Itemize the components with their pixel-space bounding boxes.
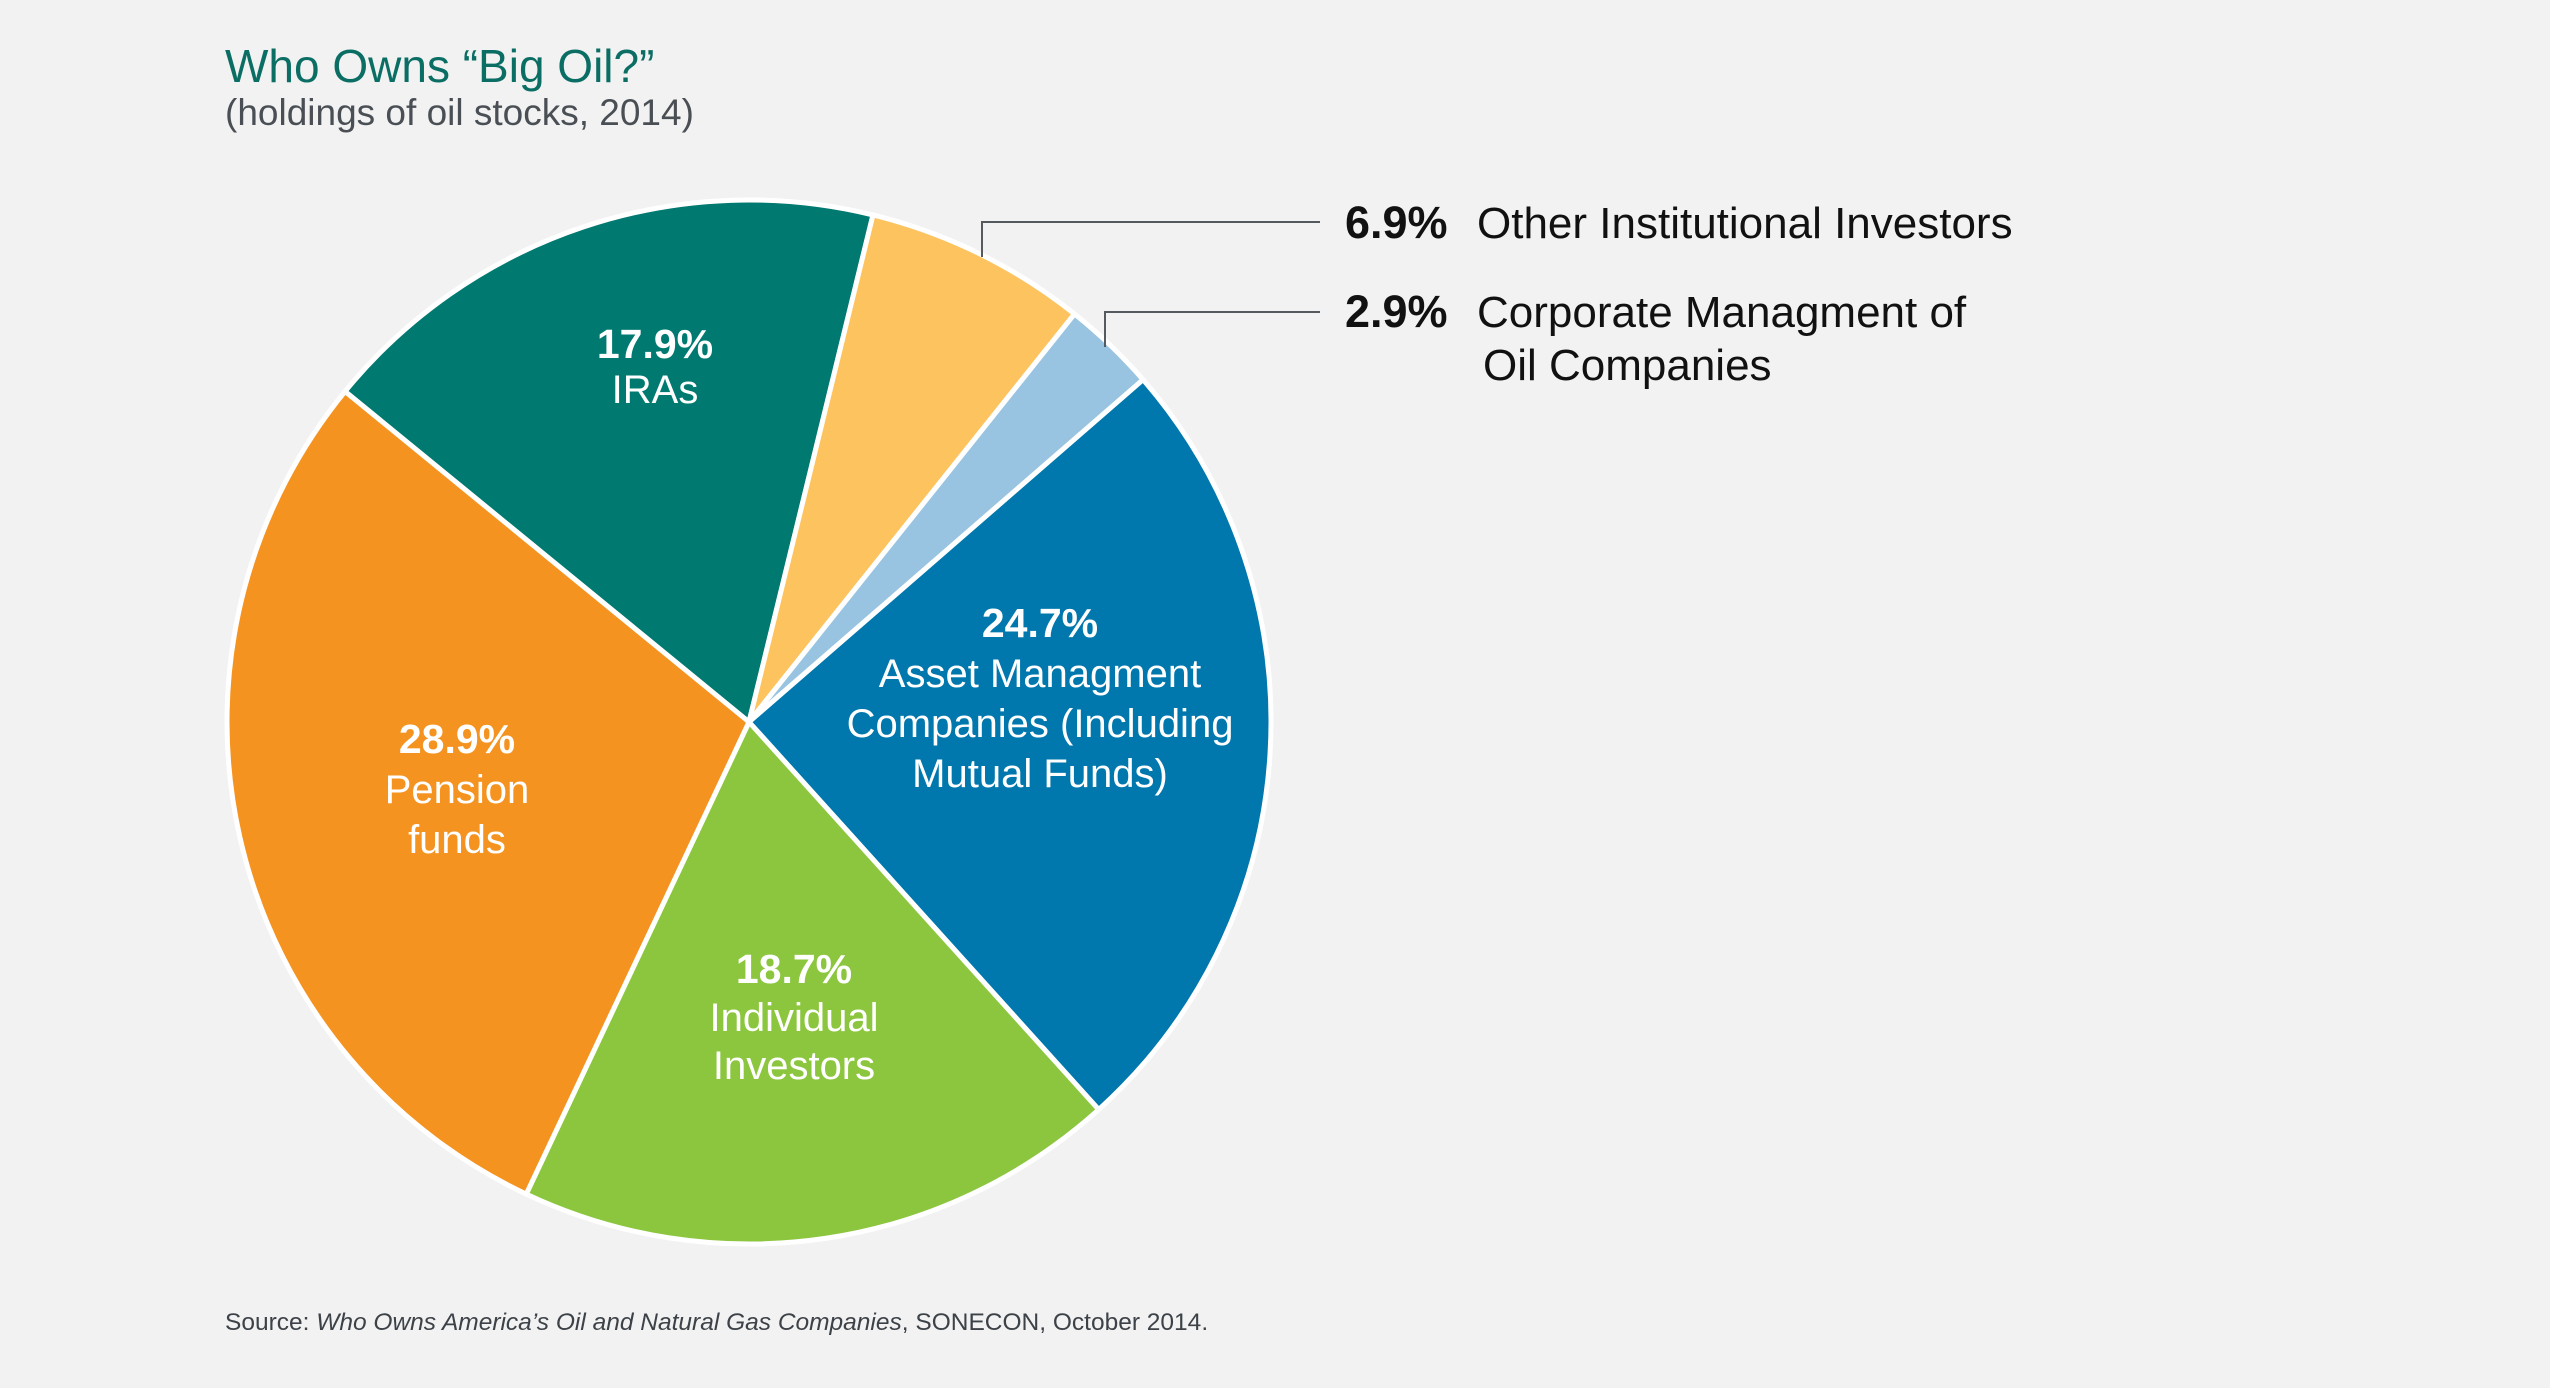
- slice-value-label-iras: 17.9%: [597, 321, 713, 367]
- leader-line-corporate-management: [1104, 311, 1320, 347]
- slice-value-label-asset-management: 24.7%: [982, 600, 1098, 646]
- chart-subtitle: (holdings of oil stocks, 2014): [225, 92, 694, 133]
- pie-slice-pension-funds: [224, 388, 752, 1197]
- source-note: Source: Who Owns America’s Oil and Natur…: [225, 1309, 1208, 1336]
- pie-callouts: 6.9% Other Institutional Investors 2.9% Cor…: [981, 197, 2013, 390]
- slice-category-label-pension-funds: Pension: [385, 768, 530, 812]
- source-prefix: Source:: [225, 1309, 316, 1336]
- slice-category-label-asset-management: Companies (Including: [847, 702, 1234, 746]
- slice-category-label-individual-investors: Investors: [713, 1044, 875, 1088]
- pie-slice-iras: [342, 197, 876, 725]
- chart-title: Who Owns “Big Oil?”: [225, 40, 654, 92]
- slice-category-label-pension-funds: funds: [408, 818, 506, 862]
- slice-category-label-iras: IRAs: [612, 368, 699, 412]
- pie-slice-asset-management: [746, 377, 1274, 1113]
- source-title: Who Owns America’s Oil and Natural Gas C…: [316, 1309, 902, 1336]
- slice-category-label-individual-investors: Individual: [709, 996, 878, 1040]
- slice-category-label-asset-management: Asset Managment: [879, 652, 1201, 696]
- callout-category-label-corporate-management: Oil Companies: [1483, 341, 1772, 390]
- pie-slice-other-institutional: [746, 212, 1078, 725]
- slice-category-label-asset-management: Mutual Funds): [912, 752, 1168, 796]
- slice-value-label-pension-funds: 28.9%: [399, 716, 515, 762]
- pie-slices: [224, 197, 1274, 1247]
- pie-inside-labels: 17.9%IRAs 24.7% Asset Managment Companies (…: [385, 321, 1234, 1088]
- callout-value-label-other-institutional: 6.9%: [1345, 197, 1448, 248]
- source-suffix: , SONECON, October 2014.: [902, 1309, 1208, 1336]
- callout-category-label-other-institutional: Other Institutional Investors: [1477, 199, 2013, 248]
- slice-value-label-individual-investors: 18.7%: [736, 946, 852, 992]
- callout-category-label-corporate-management: Corporate Managment of: [1477, 288, 1967, 337]
- pie-slice-individual-investors: [523, 719, 1102, 1247]
- callout-value-label-corporate-management: 2.9%: [1345, 286, 1448, 337]
- leader-line-other-institutional: [981, 221, 1320, 257]
